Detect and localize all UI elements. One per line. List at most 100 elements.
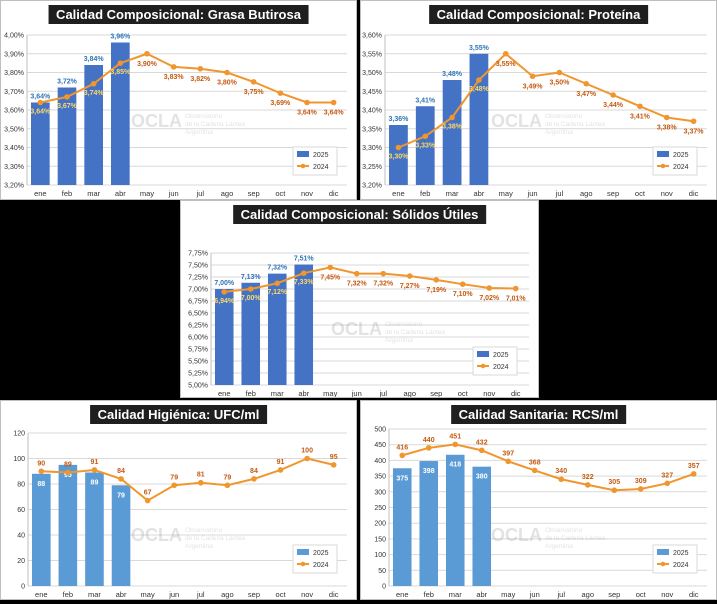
point-2024 [476,77,482,83]
legend: 2025 2024 [292,544,338,574]
point-2024 [610,92,616,98]
line-data-label: 95 [330,454,338,461]
x-tick-label: nov [301,189,313,198]
line-data-label: 3,30% [388,154,409,161]
watermark-brand: OCLA [131,525,182,545]
line-data-label: 451 [449,433,461,440]
line-data-label: 3,85% [110,69,131,76]
x-tick-label: ago [221,189,234,198]
watermark-line: Argentina [385,337,413,344]
point-2024 [531,467,538,474]
point-2024 [637,103,643,110]
x-tick-label: ago [580,189,593,198]
line-data-label: 397 [502,450,514,457]
line-data-label: 3,33% [415,142,436,149]
point-2024 [330,462,337,468]
line-data-label: 3,47% [576,91,597,98]
x-tick-label: ago [403,389,416,397]
line-data-label: 3,69% [270,100,291,107]
legend-label-2025: 2025 [313,550,329,557]
y-tick-label: 6,75% [188,299,208,306]
line-data-label: 7,32% [373,281,394,288]
bar-data-label: 89 [91,480,99,487]
line-data-label: 3,82% [190,76,211,83]
x-tick-label: jul [196,590,205,599]
line-data-label: 368 [529,459,541,466]
point-2024 [197,479,204,486]
point-2024 [65,469,71,476]
chart-panel-rcs: 0 50 100 150 200 250 300 350 400 450 500 OCLA Observ… [360,400,717,600]
line-data-label: 84 [117,468,125,475]
bar-data-label: 375 [396,475,408,482]
y-tick-label: 20 [17,558,25,565]
x-tick-label: abr [473,189,484,198]
legend-label-2024: 2024 [313,164,329,171]
line-data-label: 89 [64,462,72,469]
line-data-label: 357 [688,463,700,470]
bar-data-label: 7,51% [294,256,315,263]
y-tick-label: 80 [17,482,25,489]
x-tick-label: ago [221,590,234,599]
watermark-line: Observatorio [385,321,423,328]
x-tick-label: may [499,189,513,198]
y-tick-label: 0 [382,584,386,591]
point-2024 [502,50,509,57]
x-tick-label: nov [301,590,313,599]
line-data-label: 3,38% [442,124,463,131]
point-2024 [118,476,124,482]
legend-label-2024: 2024 [493,364,509,371]
line-data-label: 7,10% [453,291,474,298]
y-tick-label: 7,00% [188,287,208,294]
y-tick-label: 500 [374,427,386,434]
point-2024 [300,270,307,276]
x-tick-label: oct [636,590,647,599]
watermark-line: Observatorio [545,113,583,120]
x-tick-label: ene [396,590,409,599]
point-2024 [512,285,519,292]
bar-data-label: 3,41% [415,97,436,104]
watermark-brand: OCLA [331,319,382,339]
x-tick-label: jul [555,189,564,198]
legend: 2025 2024 [652,544,698,574]
y-tick-label: 100 [374,552,386,559]
legend-marker-2024 [660,561,666,567]
bar-2025 [58,464,78,586]
line-data-label: 7,45% [320,274,341,281]
legend: 2025 2024 [292,146,338,176]
line-data-label: 7,32% [347,281,368,288]
bar-data-label: 3,55% [469,45,490,52]
y-tick-label: 3,60% [362,33,382,40]
point-2024 [330,99,337,106]
point-2024 [304,99,310,106]
x-tick-label: abr [298,389,309,397]
line-data-label: 7,27% [400,283,421,290]
point-2024 [452,441,459,448]
point-2024 [144,50,150,57]
line-data-label: 322 [582,474,594,481]
watermark-line: de la Cadena Láctea [185,535,245,542]
point-2024 [556,69,563,76]
legend-label-2024: 2024 [313,562,329,569]
y-tick-label: 300 [374,489,386,496]
point-2024 [583,80,590,87]
x-tick-label: sep [608,590,620,599]
bar-data-label: 3,96% [110,34,131,41]
legend-marker-2024 [300,561,306,567]
x-tick-label: may [323,389,337,397]
x-tick-label: oct [276,590,287,599]
line-data-label: 3,64% [297,110,318,117]
line-data-label: 7,12% [267,289,288,296]
point-2024 [251,476,257,482]
line-data-label: 3,41% [630,113,651,120]
point-2024 [449,114,455,121]
point-2024 [304,455,310,462]
bar-2025 [31,102,50,185]
y-tick-label: 3,30% [362,145,382,152]
x-tick-label: sep [430,389,442,397]
chart-grasa: 3,20% 3,30% 3,40% 3,50% 3,60% 3,70% 3,80% 3,90%… [4,33,347,198]
point-2024 [221,289,228,295]
x-tick-label: jul [556,590,565,599]
line-data-label: 327 [661,472,673,479]
